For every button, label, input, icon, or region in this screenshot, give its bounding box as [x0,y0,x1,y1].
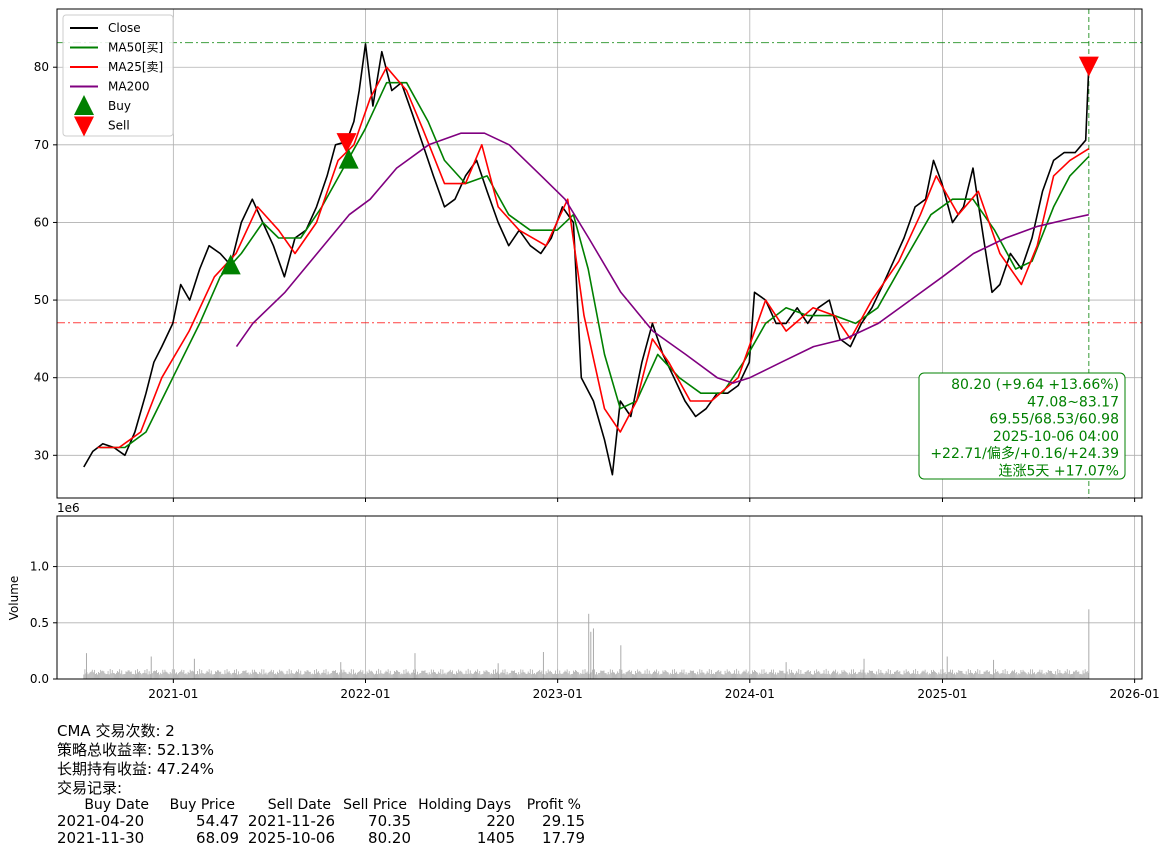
legend: Close MA50[买] MA25[卖] MA200 Buy Sell [62,14,174,137]
cell-sell-price: 80.20 [368,829,411,847]
price-series-group [83,43,1090,476]
x-tick-label: 2022-01 [340,687,390,700]
trade-count: CMA 交易次数: 2 [57,722,175,740]
volume-offset-text: 1e6 [57,501,80,515]
legend-label: Close [108,21,141,35]
volume-tick-label: 0.0 [30,672,49,686]
legend-label: MA200 [108,80,149,94]
col-buy-date: Buy Date [84,797,149,813]
annotation-box [918,372,1126,480]
sell-marker [1078,56,1099,77]
price-gridlines [57,9,1142,498]
legend-swatch [74,95,94,115]
legend-label: Buy [108,99,131,113]
buy-marker [338,148,359,169]
annotation-line: 80.20 (+9.64 +13.66%) [951,377,1119,393]
price-annotation: 80.20 (+9.64 +13.66%)47.08~83.17 69.55/68… [918,372,1126,480]
volume-panel-frame [56,515,1143,680]
table-row: 2021-11-30 68.09 2025-10-06 80.20 1405 1… [57,830,585,847]
trade-records-table: Buy Date Buy Price Sell Date Sell Price … [57,798,585,847]
x-axis-ticks: 2021-01 2022-01 2023-01 2024-01 2025-01 2026-… [148,498,1160,700]
cell-buy-price: 68.09 [196,829,239,847]
hold-return: 长期持有收益: 47.24% [57,760,215,778]
volume-tick-label: 0.5 [30,616,49,630]
price-tick-label: 30 [34,448,49,462]
series-line-1 [100,81,1090,449]
col-profit: Profit % [526,797,581,813]
price-tick-label: 40 [34,371,49,385]
cell-holding-days: 220 [486,812,515,830]
legend-swatch [74,116,94,137]
cell-sell-date: 2025-10-06 [247,829,335,847]
strategy-return: 策略总收益率: 52.13% [57,741,215,759]
price-y-ticks: 30 40 50 60 70 80 [34,60,57,462]
series-line-0 [83,43,1090,476]
cell-buy-price: 54.47 [196,812,239,830]
annotation-line: 47.08~83.17 [1027,394,1119,410]
trade-table-header: Buy Date Buy Price Sell Date Sell Price … [57,798,585,813]
x-tick-label: 2021-01 [148,687,198,700]
col-holding-days: Holding Days [418,797,511,813]
cell-profit: 17.79 [542,829,585,847]
cell-sell-price: 70.35 [368,812,411,830]
x-tick-label: 2025-01 [917,687,967,700]
col-sell-date: Sell Date [267,797,331,813]
volume-y-ticks: 0.0 0.5 1.0 [30,560,57,686]
trade-markers [220,56,1099,275]
annotation-line: 2025-10-06 04:00 [993,429,1119,445]
cell-profit: 29.15 [542,812,585,830]
cell-buy-date: 2021-11-30 [57,829,145,847]
annotation-line: 69.55/68.53/60.98 [989,412,1119,428]
x-tick-label: 2026-01 [1110,687,1160,700]
price-tick-label: 80 [34,60,49,74]
stock-chart: 30 40 50 60 70 80 Close MA50[买] MA25[卖] MA200 Buy… [7,8,1160,700]
x-tick-label: 2023-01 [533,687,583,700]
legend-label: MA50[买] [108,41,163,55]
sell-marker [336,133,357,154]
series-line-2 [97,66,1090,449]
price-tick-label: 70 [34,138,49,152]
price-tick-label: 50 [34,293,49,307]
volume-gridlines [57,516,1142,680]
legend-label: MA25[卖] [108,60,163,74]
annotation-line: 连涨5天 +17.07% [999,464,1119,480]
price-tick-label: 60 [34,215,49,229]
records-title: 交易记录: [57,779,123,797]
price-panel-frame [56,8,1143,499]
x-tick-label: 2024-01 [725,687,775,700]
annotation-line: +22.71/偏多/+0.16/+24.39 [930,445,1119,462]
col-sell-price: Sell Price [343,797,407,813]
legend-label: Sell [108,119,130,133]
series-line-3 [235,132,1089,384]
cell-holding-days: 1405 [476,829,515,847]
volume-bars [83,609,1090,679]
legend-box [62,14,174,137]
table-row: 2021-04-20 54.47 2021-11-26 70.35 220 29… [57,813,585,830]
backtest-summary: CMA 交易次数: 2 策略总收益率: 52.13% 长期持有收益: 47.24… [57,722,1157,847]
buy-marker [220,254,241,275]
volume-axis-label: Volume [7,576,21,621]
cell-sell-date: 2021-11-26 [247,812,335,830]
volume-tick-label: 1.0 [30,560,49,574]
price-reference-lines [57,9,1142,498]
cell-buy-date: 2021-04-20 [57,812,145,830]
col-buy-price: Buy Price [169,797,235,813]
